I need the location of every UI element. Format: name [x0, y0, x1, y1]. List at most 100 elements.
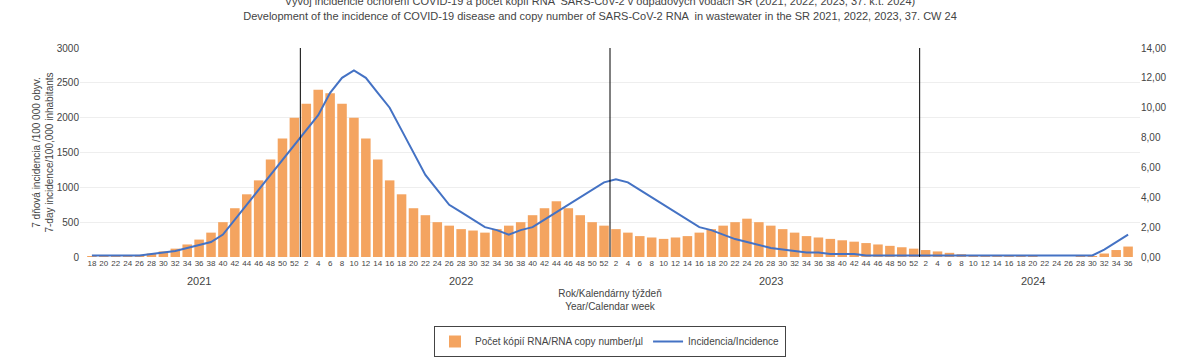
svg-text:34: 34	[1112, 259, 1121, 268]
svg-text:7 dňová incidencia /100 000 ob: 7 dňová incidencia /100 000 obyv.7-day i…	[31, 72, 55, 232]
svg-text:4: 4	[935, 259, 940, 268]
svg-text:18: 18	[707, 259, 716, 268]
svg-text:Incidencia/Incidence: Incidencia/Incidence	[688, 336, 779, 347]
svg-text:38: 38	[516, 259, 525, 268]
svg-text:36: 36	[504, 259, 513, 268]
svg-text:8,00: 8,00	[1141, 132, 1161, 143]
svg-text:18: 18	[87, 259, 96, 268]
svg-text:2500: 2500	[57, 77, 80, 88]
svg-text:22: 22	[421, 259, 430, 268]
svg-text:26: 26	[1064, 259, 1073, 268]
svg-text:20: 20	[409, 259, 418, 268]
svg-text:2: 2	[614, 259, 619, 268]
svg-text:2021: 2021	[187, 275, 211, 287]
svg-text:10: 10	[969, 259, 978, 268]
svg-text:34: 34	[802, 259, 811, 268]
svg-text:Vývoj incidencie ochorení COVI: Vývoj incidencie ochorení COVID-19 a poč…	[243, 0, 957, 22]
svg-text:0,00: 0,00	[1141, 252, 1161, 263]
svg-text:32: 32	[1100, 259, 1109, 268]
svg-text:36: 36	[195, 259, 204, 268]
svg-text:22: 22	[1040, 259, 1049, 268]
svg-text:50: 50	[278, 259, 287, 268]
svg-text:48: 48	[885, 259, 894, 268]
svg-text:22: 22	[111, 259, 120, 268]
svg-text:42: 42	[540, 259, 549, 268]
svg-text:14,00: 14,00	[1141, 43, 1166, 54]
svg-text:28: 28	[147, 259, 156, 268]
svg-text:2000: 2000	[57, 112, 80, 123]
svg-text:2: 2	[923, 259, 928, 268]
svg-text:4: 4	[626, 259, 631, 268]
svg-text:28: 28	[1076, 259, 1085, 268]
svg-text:32: 32	[790, 259, 799, 268]
svg-text:30: 30	[1088, 259, 1097, 268]
svg-text:1000: 1000	[57, 182, 80, 193]
svg-text:6: 6	[947, 259, 952, 268]
svg-text:40: 40	[218, 259, 227, 268]
svg-text:2,00: 2,00	[1141, 222, 1161, 233]
svg-text:8: 8	[959, 259, 964, 268]
svg-text:28: 28	[766, 259, 775, 268]
svg-text:26: 26	[445, 259, 454, 268]
svg-text:46: 46	[564, 259, 573, 268]
svg-text:24: 24	[123, 259, 132, 268]
svg-text:6: 6	[328, 259, 333, 268]
svg-text:8: 8	[649, 259, 654, 268]
svg-text:500: 500	[62, 217, 79, 228]
svg-text:30: 30	[469, 259, 478, 268]
svg-text:1500: 1500	[57, 147, 80, 158]
svg-text:28: 28	[457, 259, 466, 268]
svg-text:2: 2	[304, 259, 309, 268]
svg-text:12: 12	[361, 259, 370, 268]
svg-text:12: 12	[981, 259, 990, 268]
svg-text:20: 20	[99, 259, 108, 268]
svg-text:40: 40	[838, 259, 847, 268]
svg-text:14: 14	[373, 259, 382, 268]
svg-text:4,00: 4,00	[1141, 192, 1161, 203]
svg-text:30: 30	[778, 259, 787, 268]
svg-text:Rok/Kalendárny týždeňYear/Cale: Rok/Kalendárny týždeňYear/Calendar week	[558, 288, 661, 312]
svg-text:24: 24	[1052, 259, 1061, 268]
svg-text:10: 10	[349, 259, 358, 268]
svg-text:16: 16	[1005, 259, 1014, 268]
svg-text:18: 18	[397, 259, 406, 268]
svg-text:16: 16	[385, 259, 394, 268]
svg-text:4: 4	[316, 259, 321, 268]
svg-text:6: 6	[638, 259, 643, 268]
svg-text:52: 52	[909, 259, 918, 268]
svg-text:10: 10	[659, 259, 668, 268]
svg-text:36: 36	[814, 259, 823, 268]
svg-text:34: 34	[183, 259, 192, 268]
svg-text:44: 44	[242, 259, 251, 268]
svg-text:46: 46	[254, 259, 263, 268]
svg-text:52: 52	[600, 259, 609, 268]
svg-text:38: 38	[826, 259, 835, 268]
svg-text:46: 46	[874, 259, 883, 268]
svg-text:10,00: 10,00	[1141, 102, 1166, 113]
svg-text:16: 16	[695, 259, 704, 268]
svg-text:2023: 2023	[759, 275, 783, 287]
svg-text:Počet kópií RNA/RNA copy numbe: Počet kópií RNA/RNA copy number/µl	[475, 336, 643, 347]
svg-text:44: 44	[862, 259, 871, 268]
svg-text:0: 0	[73, 252, 79, 263]
svg-text:8: 8	[340, 259, 345, 268]
svg-text:34: 34	[492, 259, 501, 268]
svg-text:18: 18	[1016, 259, 1025, 268]
svg-text:50: 50	[588, 259, 597, 268]
svg-text:40: 40	[528, 259, 537, 268]
svg-text:52: 52	[290, 259, 299, 268]
svg-text:20: 20	[1028, 259, 1037, 268]
svg-text:26: 26	[754, 259, 763, 268]
svg-text:48: 48	[576, 259, 585, 268]
svg-text:38: 38	[207, 259, 216, 268]
svg-text:32: 32	[480, 259, 489, 268]
svg-text:2024: 2024	[1021, 275, 1045, 287]
svg-text:42: 42	[850, 259, 859, 268]
svg-text:24: 24	[433, 259, 442, 268]
svg-text:12,00: 12,00	[1141, 72, 1166, 83]
svg-text:50: 50	[897, 259, 906, 268]
svg-text:42: 42	[230, 259, 239, 268]
svg-text:24: 24	[743, 259, 752, 268]
svg-text:36: 36	[1124, 259, 1133, 268]
svg-text:30: 30	[159, 259, 168, 268]
